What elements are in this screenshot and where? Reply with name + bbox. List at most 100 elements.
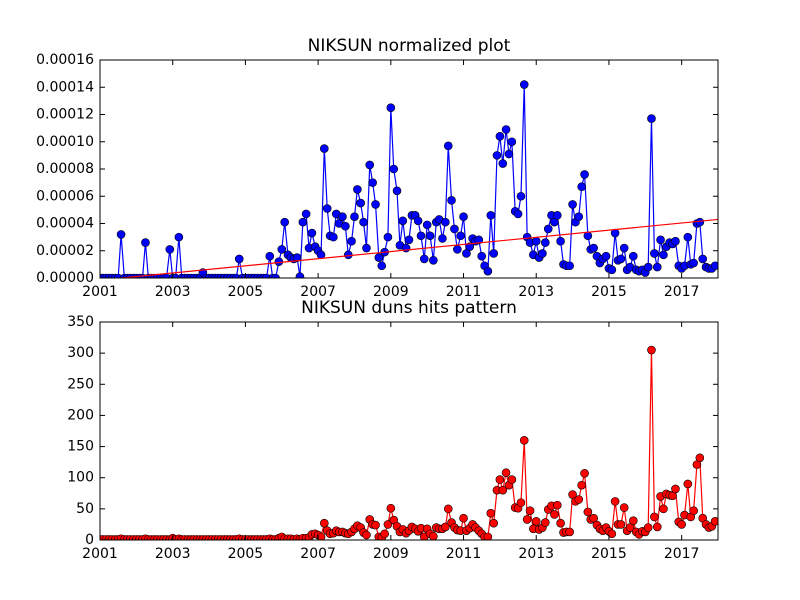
data-point — [650, 512, 659, 522]
data-point — [295, 272, 305, 278]
data-point — [450, 224, 459, 234]
data-point — [477, 251, 487, 261]
data-point — [292, 253, 302, 262]
data-point — [689, 258, 698, 268]
data-point — [565, 261, 574, 271]
data-point — [583, 507, 593, 517]
data-point — [234, 254, 244, 264]
x-tick-label: 2011 — [446, 546, 482, 562]
data-point — [459, 513, 468, 523]
data-point — [610, 497, 620, 506]
data-point — [516, 191, 526, 201]
x-tick-label: 2013 — [518, 546, 554, 562]
data-point — [474, 235, 484, 245]
data-point — [371, 200, 380, 209]
x-tick-label: 2013 — [518, 284, 554, 300]
data-point — [392, 186, 402, 196]
x-tick-label: 2009 — [373, 546, 409, 562]
data-point — [656, 235, 665, 245]
data-point — [525, 506, 535, 516]
data-point — [643, 523, 653, 532]
data-point — [338, 212, 347, 221]
series-line — [121, 218, 718, 278]
data-point — [329, 232, 338, 242]
y-tick-label: 100 — [67, 470, 94, 486]
data-point — [383, 520, 393, 529]
data-point — [519, 80, 529, 89]
data-point — [607, 529, 617, 539]
y-tick-label: 50 — [76, 501, 94, 517]
data-point — [277, 245, 287, 254]
y-tick-label: 300 — [67, 345, 94, 361]
data-point — [141, 238, 150, 247]
x-tick-label: 2005 — [228, 284, 264, 300]
data-point — [301, 209, 311, 219]
data-point — [280, 217, 289, 227]
data-point — [695, 453, 705, 463]
data-point — [677, 520, 686, 529]
data-point — [619, 243, 629, 253]
data-point — [659, 504, 668, 514]
data-point — [531, 236, 541, 246]
data-point — [265, 251, 275, 261]
data-point — [541, 518, 550, 527]
x-tick-label: 2009 — [373, 284, 409, 300]
data-point — [353, 185, 362, 194]
y-tick-label: 0.00004 — [36, 216, 94, 232]
y-tick-label: 0.00000 — [36, 270, 94, 286]
data-point — [513, 209, 523, 219]
data-point — [710, 517, 718, 526]
data-point — [531, 517, 541, 526]
data-point — [501, 125, 511, 134]
data-point — [362, 530, 371, 540]
data-point — [541, 238, 550, 247]
data-point — [628, 251, 638, 261]
x-tick-label: 2001 — [82, 546, 118, 562]
y-tick-label: 150 — [67, 439, 94, 455]
data-point — [577, 182, 586, 192]
data-point — [453, 245, 462, 254]
x-tick-label: 2003 — [155, 284, 191, 300]
data-point — [319, 518, 329, 528]
data-point — [347, 236, 356, 246]
data-point — [498, 159, 508, 168]
data-point — [483, 266, 493, 276]
data-point — [574, 495, 584, 504]
data-point — [441, 522, 450, 532]
data-point — [543, 224, 553, 234]
data-point — [580, 170, 589, 179]
data-point — [556, 236, 565, 246]
data-point — [652, 262, 662, 272]
data-point — [659, 250, 668, 260]
data-point — [438, 234, 447, 243]
data-point — [589, 513, 598, 523]
chart-title: NIKSUN normalized plot — [308, 36, 511, 56]
data-point — [671, 236, 680, 246]
data-point — [628, 516, 638, 525]
data-point — [577, 480, 586, 490]
x-tick-label: 2005 — [228, 546, 264, 562]
data-point — [316, 532, 326, 540]
data-point — [507, 475, 517, 484]
data-point — [404, 235, 414, 245]
data-point — [443, 504, 453, 514]
data-point — [607, 265, 617, 275]
data-point — [538, 249, 547, 258]
data-point — [522, 515, 532, 524]
x-tick-label: 2015 — [591, 284, 627, 300]
data-point — [504, 149, 514, 159]
data-point — [319, 144, 329, 153]
data-point — [413, 216, 423, 226]
data-point — [550, 510, 559, 519]
data-point — [165, 245, 175, 254]
data-point — [362, 243, 371, 253]
data-point — [368, 178, 377, 187]
y-tick-label: 250 — [67, 376, 94, 392]
y-tick-label: 0.00008 — [36, 161, 94, 177]
y-tick-label: 0.00002 — [36, 243, 94, 259]
data-point — [456, 231, 465, 241]
data-point — [489, 249, 499, 258]
data-point — [462, 249, 471, 258]
data-point — [492, 151, 502, 160]
